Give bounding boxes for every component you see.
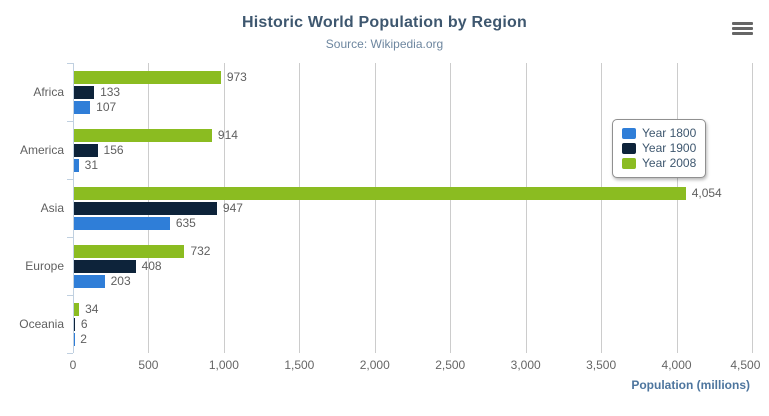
chart-subtitle: Source: Wikipedia.org (325, 37, 444, 51)
hamburger-icon (732, 21, 753, 25)
bar-africa-year-1900[interactable] (74, 85, 95, 99)
bar-oceania-year-2008[interactable] (74, 302, 80, 316)
bar-value-label: 156 (103, 142, 124, 157)
chart-title: Historic World Population by Region (242, 14, 527, 31)
bar-america-year-2008[interactable] (74, 128, 212, 142)
bar-value-label: 31 (84, 157, 99, 172)
x-axis-tick-label: 500 (138, 358, 159, 372)
bar-value-label: 635 (175, 215, 196, 230)
category-label: Europe (25, 259, 64, 273)
category-label: Africa (33, 85, 64, 99)
legend-item-label: Year 1800 (642, 126, 697, 140)
category-axis-tick (67, 179, 73, 180)
export-menu-button[interactable] (729, 17, 756, 39)
bar-value-label: 4,054 (691, 185, 722, 200)
category-axis-tick (67, 353, 73, 354)
x-axis-tick-label: 4,000 (661, 358, 692, 372)
category-axis-tick (67, 237, 73, 238)
x-axis-tick-label: 3,500 (586, 358, 617, 372)
category-axis-tick (67, 295, 73, 296)
gridline (450, 63, 452, 353)
gridline (676, 63, 678, 353)
bar-africa-year-2008[interactable] (74, 70, 221, 84)
bar-america-year-1900[interactable] (74, 143, 98, 157)
x-axis-tick-label: 3,000 (510, 358, 541, 372)
x-axis-tick-label: 2,500 (435, 358, 466, 372)
hamburger-icon (732, 31, 753, 35)
gridline (525, 63, 527, 353)
category-label: Asia (40, 201, 64, 215)
x-axis-tick-label: 0 (69, 358, 77, 372)
bar-value-label: 732 (190, 243, 211, 258)
gridline (223, 63, 225, 353)
x-axis-tick-label: 1,500 (284, 358, 315, 372)
bar-value-label: 2 (80, 331, 87, 346)
gridline (374, 63, 376, 353)
bar-america-year-1800[interactable] (74, 158, 79, 172)
category-axis-line (73, 63, 74, 353)
category-label: Oceania (19, 317, 64, 331)
bar-value-label: 973 (226, 69, 247, 84)
x-axis-tick-label: 4,500 (730, 358, 761, 372)
bar-value-label: 408 (141, 258, 162, 273)
legend-item-year-2008[interactable]: Year 2008 (622, 156, 696, 171)
gridline (299, 63, 301, 353)
legend-swatch-icon (622, 158, 636, 169)
bar-africa-year-1800[interactable] (74, 100, 91, 114)
bar-europe-year-1800[interactable] (74, 274, 105, 288)
bar-value-label: 914 (217, 127, 238, 142)
hamburger-icon (732, 26, 753, 30)
category-label: America (19, 143, 64, 157)
bar-asia-year-1900[interactable] (74, 201, 217, 215)
bar-europe-year-2008[interactable] (74, 244, 185, 258)
bar-value-label: 133 (100, 84, 121, 99)
plot-area: Africa 973 133 107 America 914 156 31 Asia 4,054 9… (19, 63, 753, 354)
legend-swatch-icon (622, 128, 636, 139)
category-axis-tick (67, 63, 73, 64)
legend-item-label: Year 2008 (642, 156, 697, 170)
category-axis-tick (67, 121, 73, 122)
gridline (601, 63, 603, 353)
legend: Year 1800 Year 1900 Year 2008 (612, 119, 707, 178)
bar-value-label: 947 (222, 200, 243, 215)
bar-value-label: 34 (85, 301, 99, 316)
x-axis-title: Population (millions) (631, 378, 750, 392)
bar-asia-year-1800[interactable] (74, 216, 170, 230)
bar-value-label: 107 (96, 99, 117, 114)
bar-europe-year-1900[interactable] (74, 259, 136, 273)
legend-item-year-1800[interactable]: Year 1800 (622, 126, 696, 141)
legend-item-label: Year 1900 (642, 141, 697, 155)
legend-item-year-1900[interactable]: Year 1900 (622, 141, 696, 156)
x-axis-labels: 0 500 1,000 1,500 2,000 2,500 3,000 3,500 4,000 4… (0, 358, 769, 372)
bar-value-label: 203 (110, 273, 131, 288)
bar-value-label: 6 (80, 316, 88, 331)
bar-oceania-year-1900[interactable] (74, 317, 75, 331)
x-axis-tick-label: 2,000 (359, 358, 390, 372)
x-axis-tick-label: 1,000 (208, 358, 239, 372)
legend-swatch-icon (622, 143, 636, 154)
bar-asia-year-2008[interactable] (74, 186, 686, 200)
gridline (752, 63, 753, 353)
